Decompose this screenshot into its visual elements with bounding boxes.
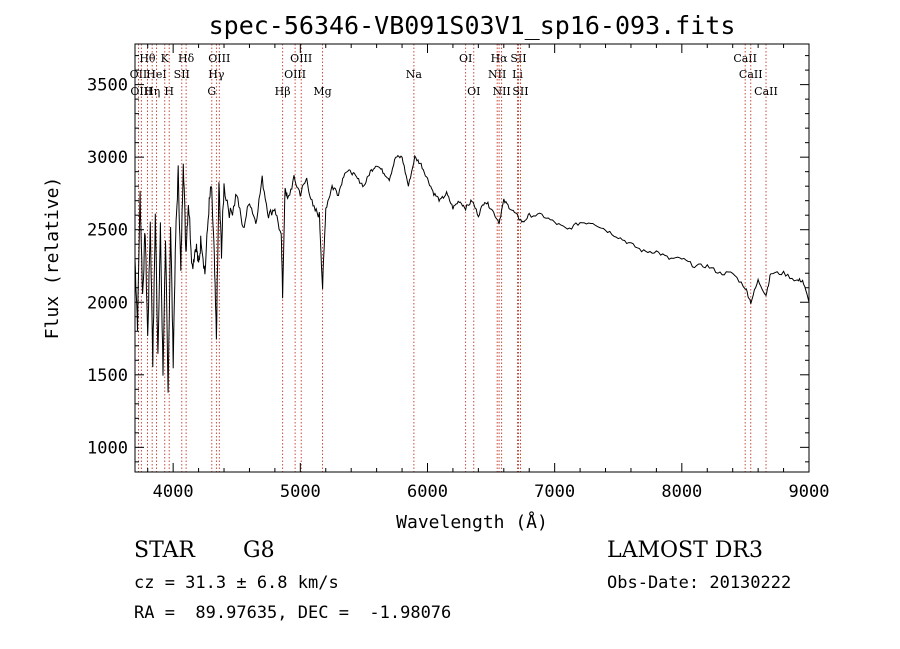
- line-label: HeI: [146, 68, 166, 81]
- line-label: Mg: [313, 85, 331, 98]
- spectrum-line: [134, 154, 810, 393]
- y-tick-label: 2500: [87, 221, 128, 241]
- line-label: H: [164, 85, 174, 98]
- line-label: SII: [510, 52, 526, 65]
- line-label: Hα: [491, 52, 509, 65]
- line-label: OIII: [290, 52, 312, 65]
- y-tick-label: 1500: [87, 366, 128, 386]
- line-label: CaII: [733, 52, 757, 65]
- object-subclass: G8: [243, 538, 275, 563]
- y-tick-label: 3000: [87, 148, 128, 168]
- x-axis: 4000 5000 6000 7000 8000 9000: [147, 44, 830, 502]
- line-label: OIII: [208, 52, 230, 65]
- x-tick-label: 6000: [407, 482, 448, 502]
- object-class: STAR: [134, 538, 195, 563]
- y-axis: 1000 1500 2000 2500 3000 3500: [87, 55, 809, 463]
- line-label: OIII: [284, 68, 306, 81]
- line-label: Hθ: [139, 52, 156, 65]
- spectral-lines: OIIOIIIHθHηHeIKHSIIHδGHγOIIIHβOIIIOIIIMg…: [130, 44, 778, 472]
- line-label: OIII: [130, 85, 152, 98]
- y-axis-label: Flux (relative): [42, 177, 63, 340]
- line-label: SII: [512, 85, 528, 98]
- coordinates-text: RA = 89.97635, DEC = -1.98076: [134, 603, 452, 623]
- y-tick-label: 3500: [87, 76, 128, 96]
- x-tick-label: 5000: [280, 482, 321, 502]
- line-label: OI: [459, 52, 472, 65]
- line-label: SII: [174, 68, 190, 81]
- survey-name: LAMOST DR3: [607, 538, 763, 563]
- plot-frame: [134, 43, 810, 473]
- line-label: OI: [467, 85, 480, 98]
- x-tick-label: 8000: [661, 482, 702, 502]
- x-tick-label: 9000: [789, 482, 830, 502]
- line-label: Na: [406, 68, 423, 81]
- y-tick-label: 2000: [87, 293, 128, 313]
- line-label: Hγ: [208, 68, 225, 81]
- chart-title: spec-56346-VB091S03V1_sp16-093.fits: [209, 11, 736, 40]
- line-label: Li: [512, 68, 523, 81]
- line-label: G: [207, 85, 216, 98]
- spectrum-series: [134, 154, 810, 393]
- x-tick-label: 7000: [534, 482, 575, 502]
- x-axis-label: Wavelength (Å): [396, 511, 548, 533]
- line-label: CaII: [739, 68, 763, 81]
- line-label: CaII: [754, 85, 778, 98]
- x-tick-label: 4000: [153, 482, 194, 502]
- line-label: Hη: [144, 85, 160, 98]
- line-label: OII: [130, 68, 148, 81]
- line-label: NII: [488, 68, 506, 81]
- redshift-text: cz = 31.3 ± 6.8 km/s: [134, 573, 339, 593]
- line-label: K: [161, 52, 170, 65]
- y-tick-label: 1000: [87, 438, 128, 458]
- line-label: NII: [492, 85, 510, 98]
- line-label: Hδ: [178, 52, 195, 65]
- obs-date: Obs-Date: 20130222: [607, 573, 792, 593]
- line-label: Hβ: [275, 85, 291, 98]
